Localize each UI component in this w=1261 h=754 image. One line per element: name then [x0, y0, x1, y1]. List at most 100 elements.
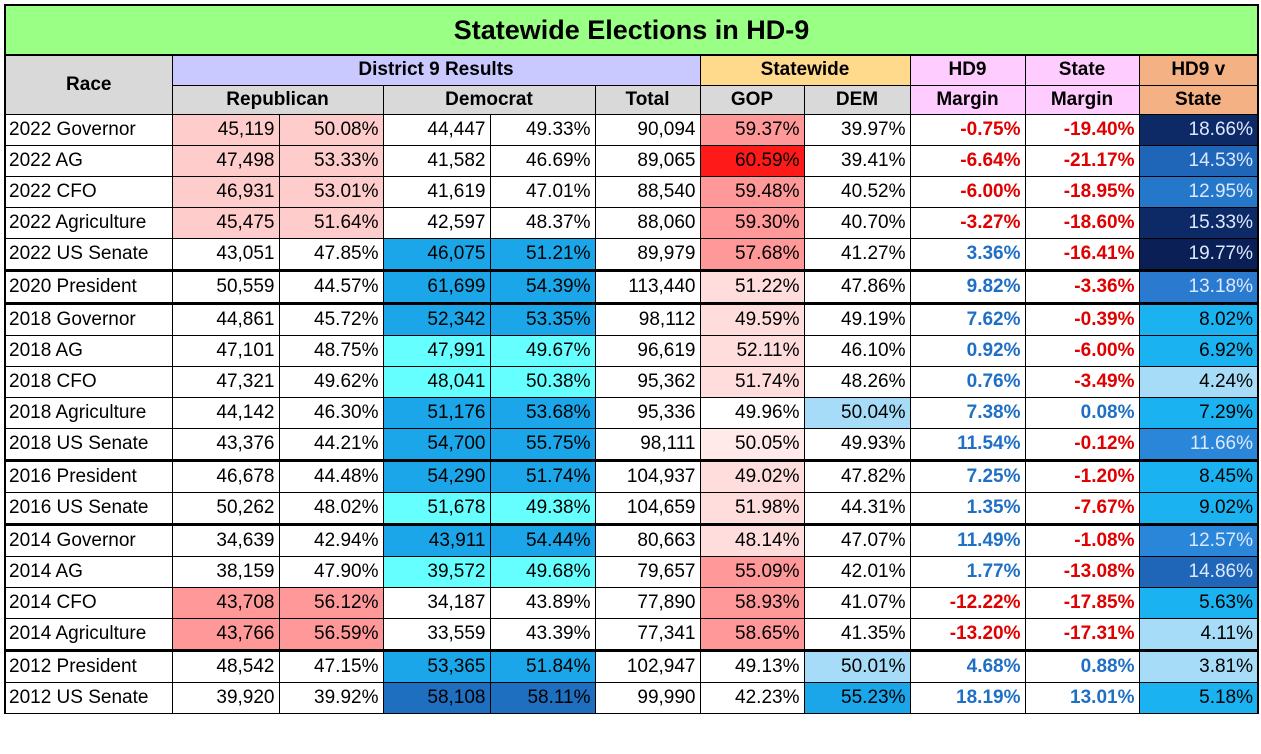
table-row: 2022 US Senate 43,051 47.85% 46,075 51.2…	[4, 237, 1259, 271]
democrat-percent: 47.01%	[489, 175, 596, 208]
hd9-vs-state: 6.92%	[1138, 334, 1259, 367]
hd9-margin: 4.68%	[909, 648, 1026, 683]
header-race: Race	[4, 54, 173, 115]
statewide-dem-percent: 47.82%	[803, 458, 911, 493]
statewide-gop-percent: 51.74%	[699, 365, 805, 398]
total-votes: 89,979	[594, 237, 701, 271]
total-votes: 95,336	[594, 396, 701, 429]
republican-percent: 47.85%	[278, 237, 384, 271]
democrat-percent: 51.74%	[489, 458, 596, 493]
statewide-gop-percent: 49.96%	[699, 396, 805, 429]
table-row: 2022 CFO 46,931 53.01% 41,619 47.01% 88,…	[4, 175, 1259, 208]
republican-votes: 43,376	[171, 427, 280, 461]
hd9-margin: 7.25%	[909, 458, 1026, 493]
democrat-votes: 47,991	[382, 334, 491, 367]
statewide-gop-percent: 52.11%	[699, 334, 805, 367]
republican-votes: 48,542	[171, 648, 280, 683]
table-row: 2018 AG 47,101 48.75% 47,991 49.67% 96,6…	[4, 334, 1259, 367]
statewide-dem-percent: 46.10%	[803, 334, 911, 367]
state-margin: -13.08%	[1024, 555, 1140, 588]
statewide-dem-percent: 49.19%	[803, 301, 911, 336]
statewide-dem-percent: 47.07%	[803, 522, 911, 557]
statewide-gop-percent: 50.05%	[699, 427, 805, 461]
democrat-percent: 54.44%	[489, 522, 596, 557]
statewide-gop-percent: 49.59%	[699, 301, 805, 336]
total-votes: 98,111	[594, 427, 701, 461]
democrat-votes: 51,678	[382, 491, 491, 525]
state-margin: 0.88%	[1024, 648, 1140, 683]
header-hd9-v-state-top: HD9 v	[1138, 54, 1259, 86]
democrat-percent: 53.35%	[489, 301, 596, 336]
republican-votes: 43,708	[171, 586, 280, 619]
header-hd9-margin-bottom: Margin	[909, 84, 1026, 115]
democrat-votes: 61,699	[382, 268, 491, 304]
hd9-margin: 1.77%	[909, 555, 1026, 588]
table-row: 2016 President 46,678 44.48% 54,290 51.7…	[4, 458, 1259, 493]
statewide-gop-percent: 51.98%	[699, 491, 805, 525]
race-name: 2022 AG	[4, 144, 173, 177]
republican-percent: 44.57%	[278, 268, 384, 304]
race-name: 2014 AG	[4, 555, 173, 588]
state-margin: -18.60%	[1024, 206, 1140, 239]
hd9-margin: -12.22%	[909, 586, 1026, 619]
democrat-votes: 42,597	[382, 206, 491, 239]
statewide-dem-percent: 50.01%	[803, 648, 911, 683]
democrat-votes: 46,075	[382, 237, 491, 271]
hd9-vs-state: 11.66%	[1138, 427, 1259, 461]
total-votes: 104,659	[594, 491, 701, 525]
democrat-percent: 51.21%	[489, 237, 596, 271]
democrat-percent: 49.68%	[489, 555, 596, 588]
hd9-vs-state: 7.29%	[1138, 396, 1259, 429]
state-margin: -0.39%	[1024, 301, 1140, 336]
race-name: 2014 Agriculture	[4, 617, 173, 651]
democrat-votes: 39,572	[382, 555, 491, 588]
republican-percent: 47.90%	[278, 555, 384, 588]
table-row: 2012 US Senate 39,920 39.92% 58,108 58.1…	[4, 681, 1259, 714]
hd9-margin: 9.82%	[909, 268, 1026, 304]
democrat-votes: 52,342	[382, 301, 491, 336]
table-row: 2018 US Senate 43,376 44.21% 54,700 55.7…	[4, 427, 1259, 461]
republican-percent: 56.12%	[278, 586, 384, 619]
statewide-dem-percent: 40.52%	[803, 175, 911, 208]
republican-percent: 48.75%	[278, 334, 384, 367]
race-name: 2022 Agriculture	[4, 206, 173, 239]
republican-percent: 56.59%	[278, 617, 384, 651]
hd9-vs-state: 4.11%	[1138, 617, 1259, 651]
state-margin: 13.01%	[1024, 681, 1140, 714]
hd9-margin: 0.92%	[909, 334, 1026, 367]
republican-votes: 44,142	[171, 396, 280, 429]
total-votes: 102,947	[594, 648, 701, 683]
republican-votes: 46,678	[171, 458, 280, 493]
hd9-vs-state: 14.53%	[1138, 144, 1259, 177]
results-table: Statewide Elections in HD-9 Race Distric…	[4, 4, 1259, 714]
header-democrat: Democrat	[382, 84, 596, 115]
republican-votes: 44,861	[171, 301, 280, 336]
democrat-votes: 58,108	[382, 681, 491, 714]
hd9-margin: -3.27%	[909, 206, 1026, 239]
statewide-gop-percent: 49.02%	[699, 458, 805, 493]
democrat-votes: 51,176	[382, 396, 491, 429]
hd9-margin: 11.54%	[909, 427, 1026, 461]
republican-votes: 43,051	[171, 237, 280, 271]
democrat-percent: 55.75%	[489, 427, 596, 461]
hd9-margin: -6.00%	[909, 175, 1026, 208]
republican-votes: 50,559	[171, 268, 280, 304]
state-margin: -3.36%	[1024, 268, 1140, 304]
republican-votes: 47,321	[171, 365, 280, 398]
statewide-gop-percent: 58.93%	[699, 586, 805, 619]
header-hd9-v-state-bottom: State	[1138, 84, 1259, 115]
header-total: Total	[594, 84, 701, 115]
statewide-dem-percent: 48.26%	[803, 365, 911, 398]
statewide-dem-percent: 41.07%	[803, 586, 911, 619]
total-votes: 96,619	[594, 334, 701, 367]
republican-percent: 39.92%	[278, 681, 384, 714]
republican-percent: 53.33%	[278, 144, 384, 177]
hd9-vs-state: 14.86%	[1138, 555, 1259, 588]
statewide-gop-percent: 57.68%	[699, 237, 805, 271]
total-votes: 77,890	[594, 586, 701, 619]
statewide-dem-percent: 41.27%	[803, 237, 911, 271]
sheet-title: Statewide Elections in HD-9	[4, 4, 1259, 56]
statewide-gop-percent: 48.14%	[699, 522, 805, 557]
total-votes: 95,362	[594, 365, 701, 398]
header-state-margin-top: State	[1024, 54, 1140, 86]
